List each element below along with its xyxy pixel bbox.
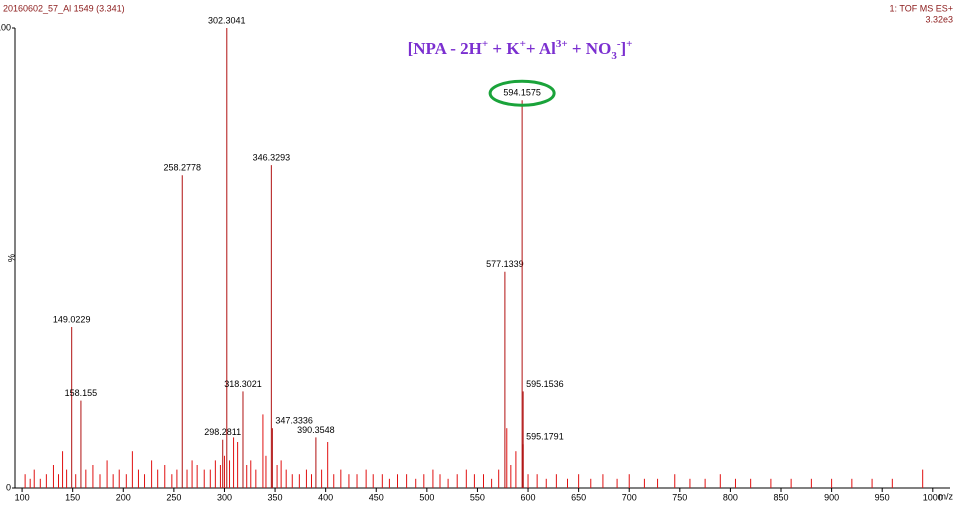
x-tick-label: 650 (571, 492, 586, 502)
x-tick-label: 950 (875, 492, 890, 502)
annotation-part: + (520, 38, 526, 50)
peak-label: 258.2778 (163, 163, 201, 173)
peak-label: 149.0229 (53, 314, 91, 324)
x-axis-label: m/z (939, 491, 954, 501)
x-tick-label: 500 (419, 492, 434, 502)
peak-label: 595.1791 (526, 432, 564, 442)
peak-label: 577.1339 (486, 259, 524, 269)
annotation-part: + Al (526, 39, 556, 58)
x-tick-label: 150 (65, 492, 80, 502)
x-tick-label: 850 (773, 492, 788, 502)
y-axis-label: % (6, 254, 16, 262)
x-tick-label: 200 (116, 492, 131, 502)
x-tick-label: 250 (166, 492, 181, 502)
x-tick-label: 300 (217, 492, 232, 502)
x-tick-label: 600 (521, 492, 536, 502)
annotation-part: + NO (568, 39, 612, 58)
annotation-part: ] (620, 39, 626, 58)
x-tick-label: 1000 (923, 492, 943, 502)
x-tick-label: 550 (470, 492, 485, 502)
peak-label: 594.1575 (503, 88, 541, 98)
annotation-part: + (482, 38, 488, 50)
peak-label: 298.2811 (204, 427, 241, 437)
annotation-part: 3+ (556, 38, 568, 50)
y-tick-label: 100 (0, 22, 11, 32)
annotation-part: + (626, 38, 632, 50)
peak-label: 390.3548 (297, 425, 335, 435)
annotation-part: [NPA - 2H (408, 39, 482, 58)
annotation-part: + K (488, 39, 520, 58)
peak-label: 595.1536 (526, 379, 564, 389)
y-tick-label: 0 (6, 482, 11, 492)
instrument-label: 1: TOF MS ES+ (890, 3, 953, 13)
x-tick-label: 900 (824, 492, 839, 502)
highlight-ellipse (488, 79, 556, 107)
x-tick-label: 450 (369, 492, 384, 502)
x-tick-label: 700 (622, 492, 637, 502)
annotation: [NPA - 2H+ + K++ Al3+ + NO3-]+ (408, 38, 633, 62)
x-tick-label: 750 (672, 492, 687, 502)
peak-label: 346.3293 (253, 152, 291, 162)
x-tick-label: 100 (15, 492, 30, 502)
peak-label: 302.3041 (208, 15, 246, 25)
peak-label: 158.155 (65, 388, 98, 398)
x-tick-label: 400 (318, 492, 333, 502)
scale-label: 3.32e3 (925, 14, 953, 24)
peak-label: 347.3336 (275, 416, 313, 426)
x-tick-label: 350 (268, 492, 283, 502)
annotation-part: 3 (611, 50, 617, 62)
annotation-part: - (617, 38, 621, 50)
peak-label: 318.3021 (224, 379, 262, 389)
chart-title: 20160602_57_Al 1549 (3.341) (3, 3, 125, 13)
x-tick-label: 800 (723, 492, 738, 502)
